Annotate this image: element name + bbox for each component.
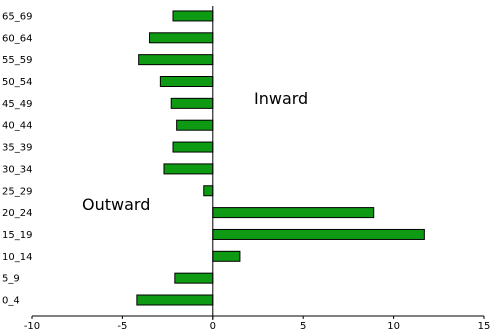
bar-20_24 (213, 208, 374, 218)
x-tick-label: -5 (117, 321, 127, 332)
bar-40_44 (177, 120, 213, 130)
bar-5_9 (175, 273, 213, 283)
x-tick-group: -10 -5 0 5 10 15 (24, 316, 491, 332)
x-tick-label: 15 (478, 321, 491, 332)
bar-30_34 (164, 164, 213, 174)
bar-10_14 (213, 251, 240, 261)
y-category-label: 60_64 (2, 33, 32, 44)
y-category-label: 20_24 (2, 208, 32, 219)
bar-0_4 (137, 295, 213, 305)
y-category-label: 15_19 (2, 230, 32, 241)
y-category-label: 50_54 (2, 77, 32, 88)
y-category-label: 10_14 (2, 252, 32, 263)
bar-25_29 (204, 186, 213, 196)
y-category-label: 25_29 (2, 186, 32, 197)
y-category-label: 55_59 (2, 55, 32, 66)
bar-35_39 (173, 142, 213, 152)
bar-15_19 (213, 229, 425, 239)
x-tick-label: 10 (387, 321, 400, 332)
y-category-label: 45_49 (2, 99, 32, 110)
bar-45_49 (171, 98, 213, 108)
y-category-label-group: 0_4 5_9 10_14 15_19 20_24 25_29 30_34 35_39 40_4… (2, 11, 32, 306)
y-category-label: 35_39 (2, 143, 32, 154)
x-tick-label: -10 (24, 321, 40, 332)
y-category-label: 30_34 (2, 164, 32, 175)
bar-55_59 (139, 55, 213, 65)
y-category-label: 40_44 (2, 121, 32, 132)
annotation-outward: Outward (82, 195, 150, 214)
x-tick-label: 0 (210, 321, 216, 332)
annotation-inward: Inward (254, 89, 308, 108)
bar-50_54 (160, 77, 212, 87)
bar-65_69 (173, 11, 213, 21)
x-tick-label: 5 (300, 321, 306, 332)
y-category-label: 5_9 (2, 274, 20, 285)
bar-group (137, 11, 424, 305)
bar-60_64 (150, 33, 213, 43)
y-category-label: 0_4 (2, 296, 20, 307)
y-category-label: 65_69 (2, 11, 32, 22)
